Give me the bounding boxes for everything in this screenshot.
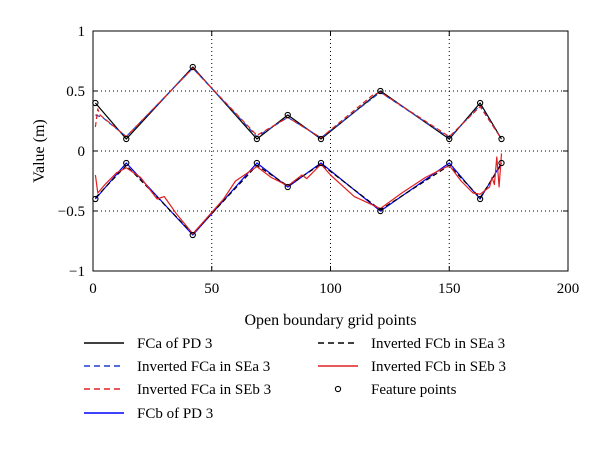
plot-series	[94, 66, 503, 236]
series-inverted-fca-in-seb-3	[94, 67, 503, 140]
legend-item: Inverted FCa in SEb 3	[84, 382, 271, 398]
x-tick-label: 0	[89, 281, 97, 297]
feature-point	[446, 135, 453, 143]
feature-point	[317, 135, 325, 143]
legend-swatch	[334, 385, 342, 393]
feature-point	[284, 183, 291, 191]
x-tick-label: 150	[438, 281, 461, 297]
legend-label: FCa of PD 3	[137, 336, 212, 352]
feature-point	[498, 135, 505, 143]
feature-point	[253, 159, 261, 167]
legend-item: Inverted FCb in SEb 3	[318, 359, 506, 375]
feature-point	[189, 63, 196, 71]
legend-label: Inverted FCb in SEa 3	[371, 336, 505, 352]
legend-label: FCb of PD 3	[137, 406, 213, 422]
legend-item: Inverted FCb in SEa 3	[318, 336, 505, 352]
y-tick-label: 0.5	[66, 84, 85, 100]
legend-item: FCb of PD 3	[84, 406, 213, 422]
feature-point	[92, 99, 99, 107]
series-inverted-fcb-in-sea-3	[94, 163, 503, 235]
feature-point-markers	[92, 63, 505, 239]
y-axis-label: Value (m)	[31, 119, 48, 183]
feature-point	[284, 111, 291, 119]
feature-point	[377, 207, 384, 215]
legend-item: Inverted FCa in SEa 3	[84, 359, 270, 375]
legend-label: Feature points	[371, 382, 457, 398]
feature-point	[189, 231, 196, 239]
series-inverted-fcb-in-seb-3	[94, 153, 503, 235]
feature-point	[476, 99, 484, 107]
legend-item: FCa of PD 3	[84, 336, 212, 352]
y-tick-label: −0.5	[58, 204, 85, 220]
series-fca-of-pd-3	[94, 66, 503, 140]
x-tick-label: 200	[557, 281, 580, 297]
feature-point	[498, 159, 505, 167]
feature-point	[123, 135, 130, 143]
legend: FCa of PD 3 Inverted FCa in SEa 3 Inverted…	[84, 336, 506, 422]
x-axis-label: Open boundary grid points	[245, 312, 417, 329]
y-tick-label: −1	[69, 264, 85, 280]
axis-ticks: 0 50 100 150 200 −1 −0.5 0 0.5 1	[58, 24, 579, 297]
feature-point	[377, 87, 384, 95]
y-tick-label: 0	[78, 144, 86, 160]
feature-point	[253, 135, 261, 143]
series-inverted-fca-in-sea-3	[95, 67, 503, 140]
x-tick-label: 50	[204, 281, 219, 297]
grid-lines	[93, 31, 568, 271]
feature-point	[476, 195, 484, 203]
legend-item: Feature points	[334, 382, 457, 398]
feature-point	[446, 159, 453, 167]
x-tick-label: 100	[319, 281, 342, 297]
legend-label: Inverted FCa in SEa 3	[137, 359, 270, 375]
y-tick-label: 1	[78, 24, 86, 40]
legend-label: Inverted FCa in SEb 3	[137, 382, 271, 398]
feature-point	[123, 159, 130, 167]
legend-label: Inverted FCb in SEb 3	[371, 359, 506, 375]
feature-point	[317, 159, 325, 167]
series-fcb-of-pd-3	[94, 162, 503, 236]
